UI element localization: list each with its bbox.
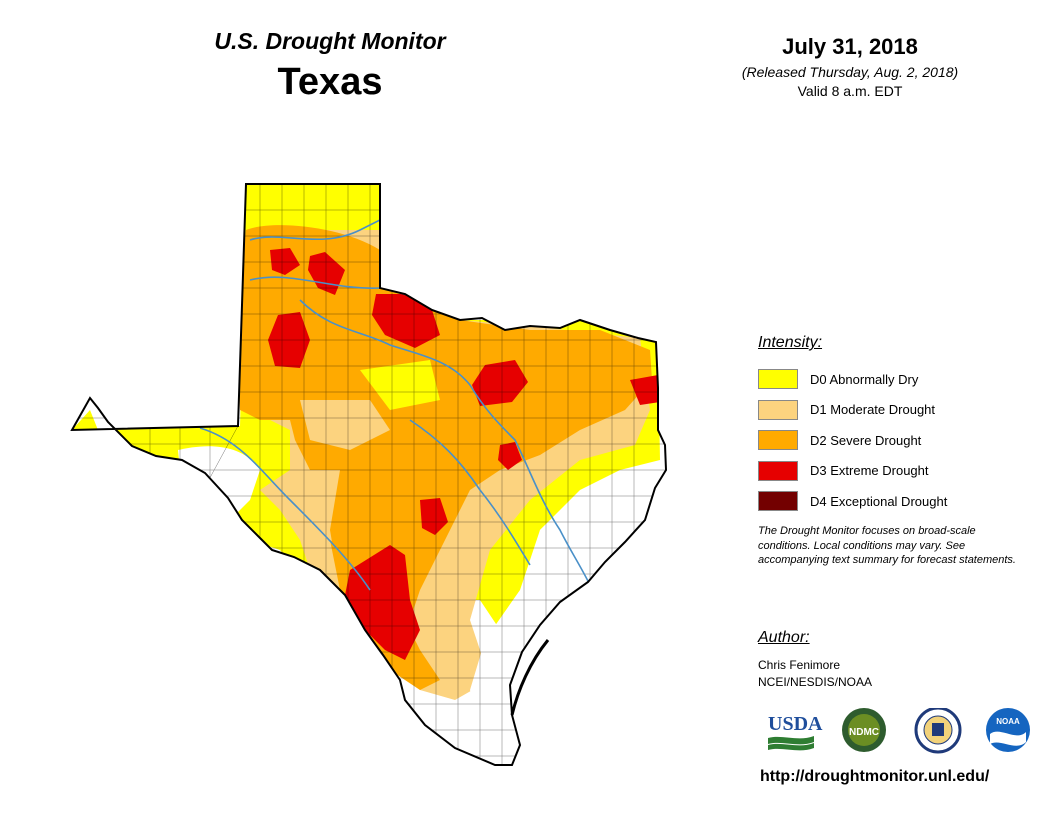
- legend-heading: Intensity:: [758, 334, 823, 351]
- author-heading: Author:: [758, 629, 810, 646]
- legend-swatch-d0: [758, 369, 798, 390]
- author-name: Chris Fenimore: [758, 658, 841, 672]
- legend-item-d3: D3 Extreme Drought: [758, 456, 1038, 487]
- legend-label-d1: D1 Moderate Drought: [810, 402, 936, 418]
- commerce-seal-logo: [914, 708, 962, 754]
- svg-text:USDA: USDA: [768, 713, 823, 735]
- author-org: NCEI/NESDIS/NOAA: [758, 675, 873, 689]
- barrier-island: [510, 639, 550, 716]
- legend-swatch-d1: [758, 399, 798, 420]
- usda-logo: USDA: [768, 713, 823, 751]
- region-name: Texas: [277, 61, 383, 103]
- legend-item-d2: D2 Severe Drought: [758, 425, 1038, 456]
- date-block: July 31, 2018 (Released Thursday, Aug. 2…: [700, 34, 1000, 99]
- legend-swatch-d2: [758, 430, 798, 451]
- legend-swatch-d4: [758, 491, 798, 512]
- svg-text:NOAA: NOAA: [996, 717, 1020, 726]
- legend-item-d0: D0 Abnormally Dry: [758, 364, 1038, 395]
- valid-time: Valid 8 a.m. EDT: [797, 83, 903, 99]
- title-block: U.S. Drought Monitor Texas: [150, 28, 510, 104]
- legend-item-d1: D1 Moderate Drought: [758, 395, 1038, 426]
- legend-swatch-d3: [758, 460, 798, 481]
- map-date: July 31, 2018: [782, 34, 918, 59]
- agency-logos: USDA NDMC NOAA: [768, 708, 1030, 754]
- ndmc-logo: NDMC: [842, 708, 886, 752]
- rivers: [199, 219, 591, 591]
- release-date: (Released Thursday, Aug. 2, 2018): [741, 64, 959, 80]
- legend-item-d4: D4 Exceptional Drought: [758, 486, 1038, 517]
- svg-text:NDMC: NDMC: [849, 727, 879, 738]
- website-url: http://droughtmonitor.unl.edu/: [760, 768, 990, 785]
- author-block: Chris Fenimore NCEI/NESDIS/NOAA: [758, 657, 872, 691]
- map-title: U.S. Drought Monitor: [214, 28, 446, 54]
- texas-drought-map: [71, 183, 667, 766]
- noaa-logo: NOAA: [986, 708, 1030, 752]
- legend: Intensity: D0 Abnormally Dry D1 Moderate…: [758, 334, 1038, 517]
- legend-label-d0: D0 Abnormally Dry: [810, 371, 919, 387]
- legend-label-d3: D3 Extreme Drought: [810, 463, 929, 479]
- legend-label-d4: D4 Exceptional Drought: [810, 493, 948, 509]
- disclaimer-note: The Drought Monitor focuses on broad-sca…: [758, 525, 1016, 566]
- legend-label-d2: D2 Severe Drought: [810, 432, 922, 448]
